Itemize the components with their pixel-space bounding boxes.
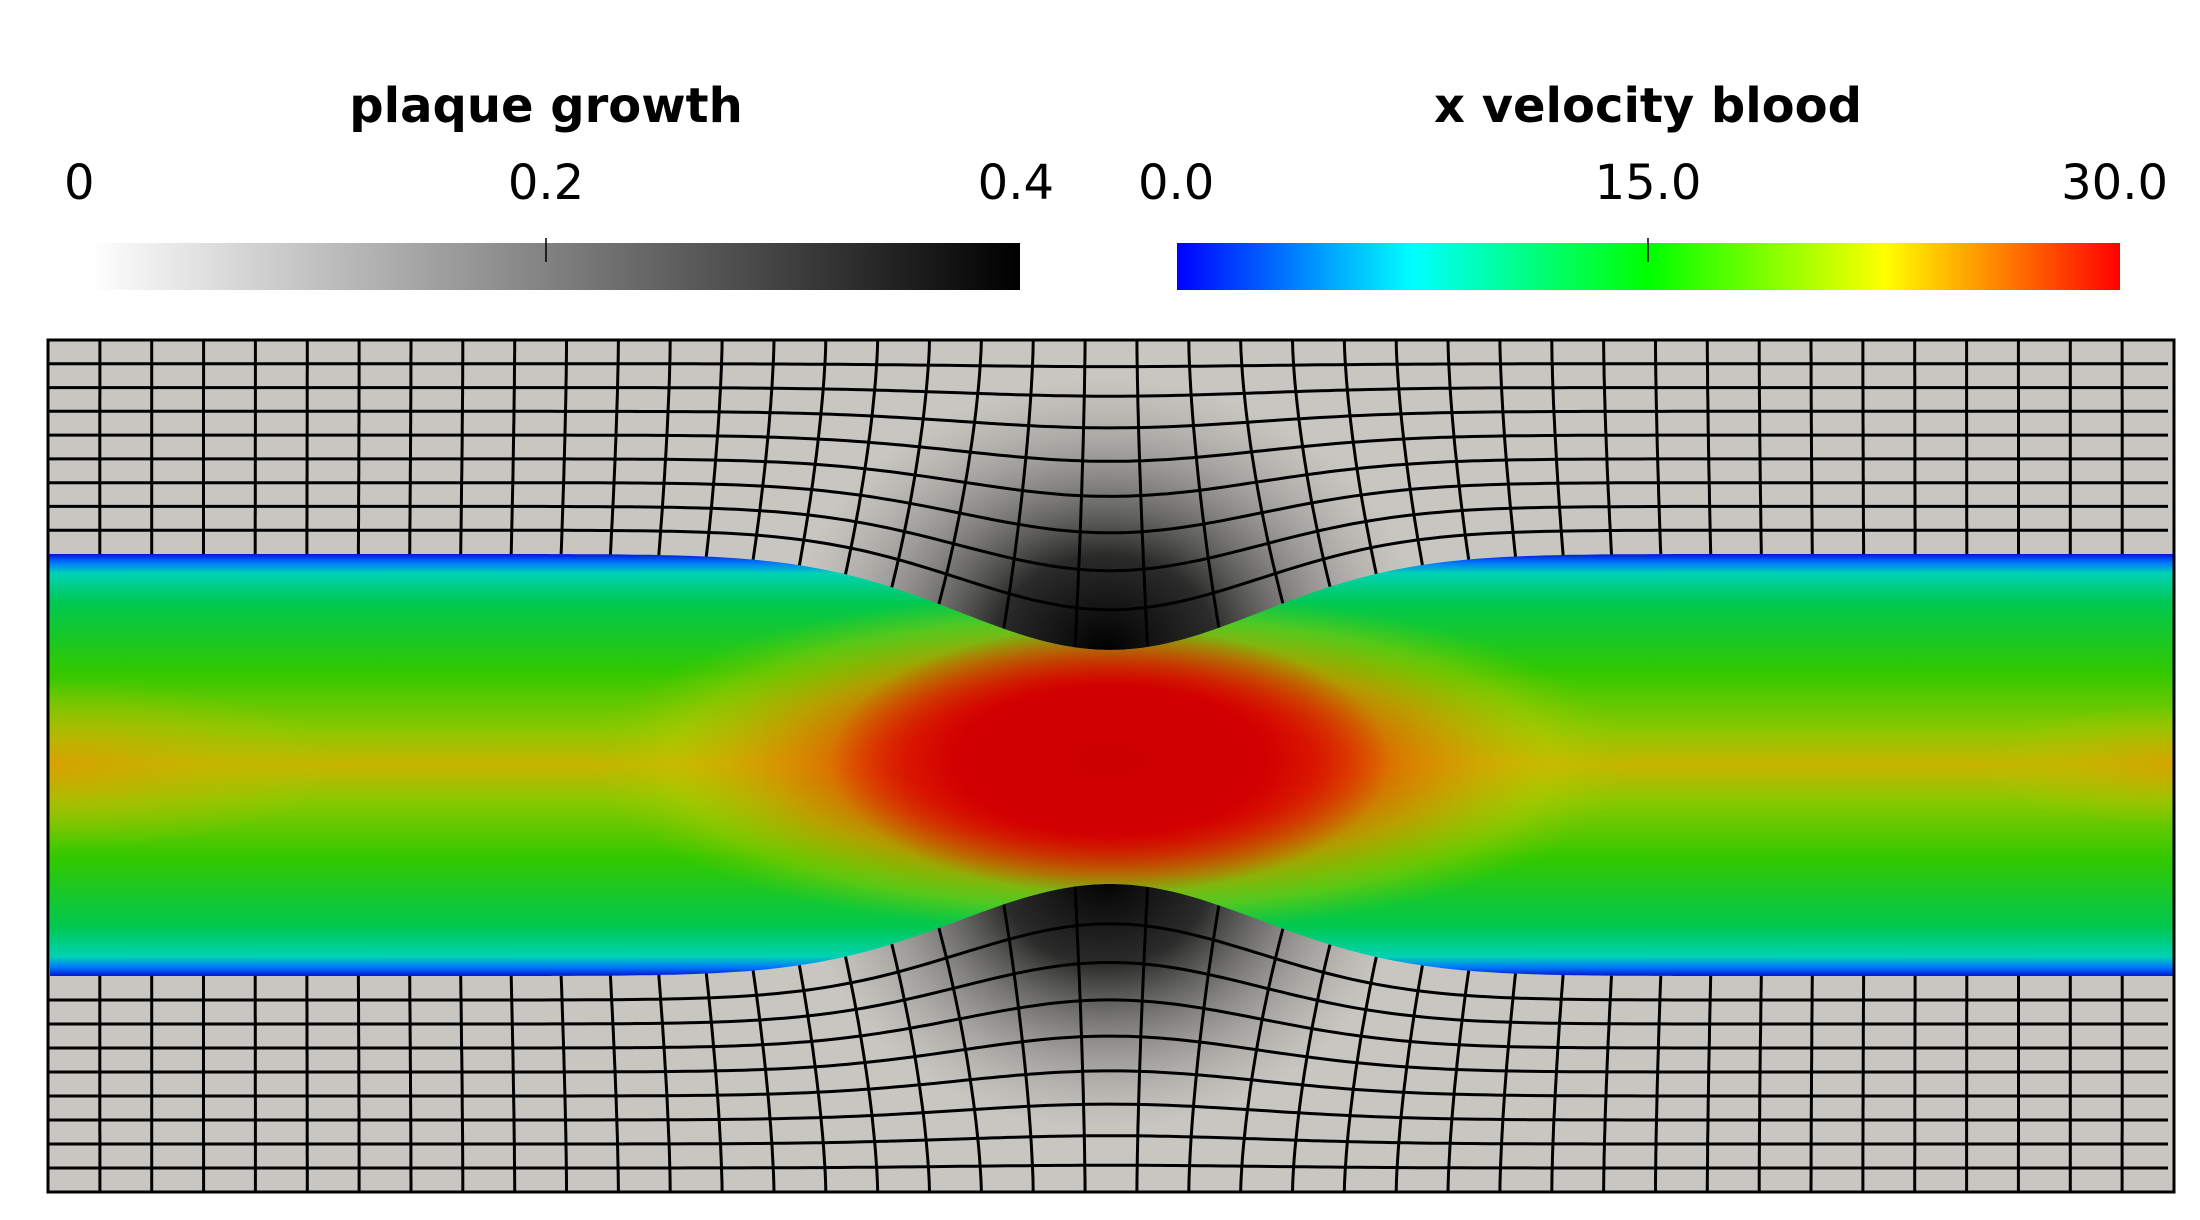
mesh-line [1002, 904, 1035, 1193]
plaque-tick-mid: 0.2 [507, 155, 585, 211]
mesh-line [48, 481, 2168, 535]
velocity-colorbar-title: x velocity blood [1434, 78, 1862, 134]
mesh-line [48, 1069, 2168, 1098]
mesh-line [48, 1102, 2168, 1122]
velocity-tick-min: 0.0 [1138, 155, 1215, 211]
mesh-line [1187, 339, 1221, 629]
mesh-line [48, 1163, 2168, 1170]
mesh-line [48, 1134, 2168, 1146]
mesh-line [657, 339, 672, 556]
mesh-line [1073, 339, 1087, 648]
plaque-colorbar [90, 243, 1020, 290]
wall-mesh [48, 339, 2168, 1193]
mesh-line [1861, 340, 1866, 554]
mesh-line [1498, 973, 1517, 1193]
mesh-line [356, 340, 361, 554]
mesh-line [844, 956, 880, 1193]
mesh-line [657, 974, 672, 1193]
mesh-line [1002, 339, 1035, 629]
mesh-line [751, 339, 776, 560]
mesh-line [356, 976, 361, 1192]
mesh-line [1550, 974, 1565, 1193]
plaque-colorbar-title: plaque growth [349, 78, 743, 134]
mesh-line [408, 340, 413, 555]
mesh-line [1073, 886, 1087, 1193]
mesh-line [48, 922, 2168, 1002]
mesh-line [48, 504, 2168, 573]
mesh-line [1446, 970, 1471, 1193]
mesh-line [1757, 975, 1763, 1192]
mesh-line [1187, 905, 1221, 1193]
mesh-line [48, 998, 2168, 1050]
mesh-line [844, 339, 880, 575]
velocity-tick-mid: 15.0 [1594, 155, 1702, 211]
mesh-line [1342, 339, 1378, 575]
mesh-line [48, 362, 2168, 369]
mesh-line [1602, 339, 1613, 555]
mesh-line [1291, 339, 1332, 588]
mesh-line [1342, 956, 1378, 1193]
mesh-line [704, 973, 724, 1193]
mesh-line [1705, 975, 1713, 1192]
mesh-line [1239, 339, 1285, 604]
mesh-line [797, 964, 828, 1193]
mesh-line [1394, 339, 1424, 566]
plaque-tick-max: 0.4 [977, 155, 1054, 211]
mesh-line [48, 386, 2168, 398]
mesh-line [48, 528, 2168, 612]
mesh-line [1394, 965, 1424, 1193]
mesh-line [509, 975, 517, 1192]
mesh-line [890, 339, 931, 588]
mesh-line [459, 975, 465, 1192]
mesh-line [559, 340, 568, 555]
mesh-line [48, 961, 2168, 1026]
mesh-line [1809, 340, 1814, 555]
mesh-line [1550, 339, 1565, 556]
mesh-line [1809, 975, 1814, 1192]
mesh-line [608, 975, 620, 1193]
mesh-line [1861, 976, 1866, 1192]
mesh-line [751, 970, 776, 1193]
mesh-line [1291, 944, 1332, 1193]
mesh-line [1239, 928, 1285, 1193]
mesh-line [48, 409, 2168, 430]
mesh-line [48, 433, 2168, 463]
mesh-line [937, 927, 983, 1193]
velocity-tick-max: 30.0 [2061, 155, 2168, 211]
mesh-line [1135, 339, 1150, 648]
mesh-line [459, 340, 465, 555]
mesh-line [1654, 340, 1663, 555]
mesh-line [937, 339, 983, 605]
plaque-tick-min: 0 [64, 155, 95, 211]
domain-border [46, 338, 2176, 1194]
mesh-line [509, 340, 517, 555]
mesh-line [704, 339, 724, 557]
mesh-line [1135, 886, 1150, 1193]
mesh-line [1654, 975, 1663, 1192]
mesh-line [1602, 975, 1613, 1193]
mesh-line [1757, 340, 1763, 555]
mesh-line [1498, 339, 1517, 557]
mesh-line [408, 975, 413, 1192]
artery-domain [46, 338, 2176, 1194]
mesh-line [608, 339, 620, 555]
mesh-line [48, 457, 2168, 498]
mesh-line [48, 1034, 2168, 1074]
mesh-line [1446, 339, 1471, 560]
mesh-line [890, 943, 931, 1193]
mesh-line [797, 339, 828, 566]
mesh-line [559, 975, 568, 1192]
mesh-line [1705, 340, 1713, 555]
